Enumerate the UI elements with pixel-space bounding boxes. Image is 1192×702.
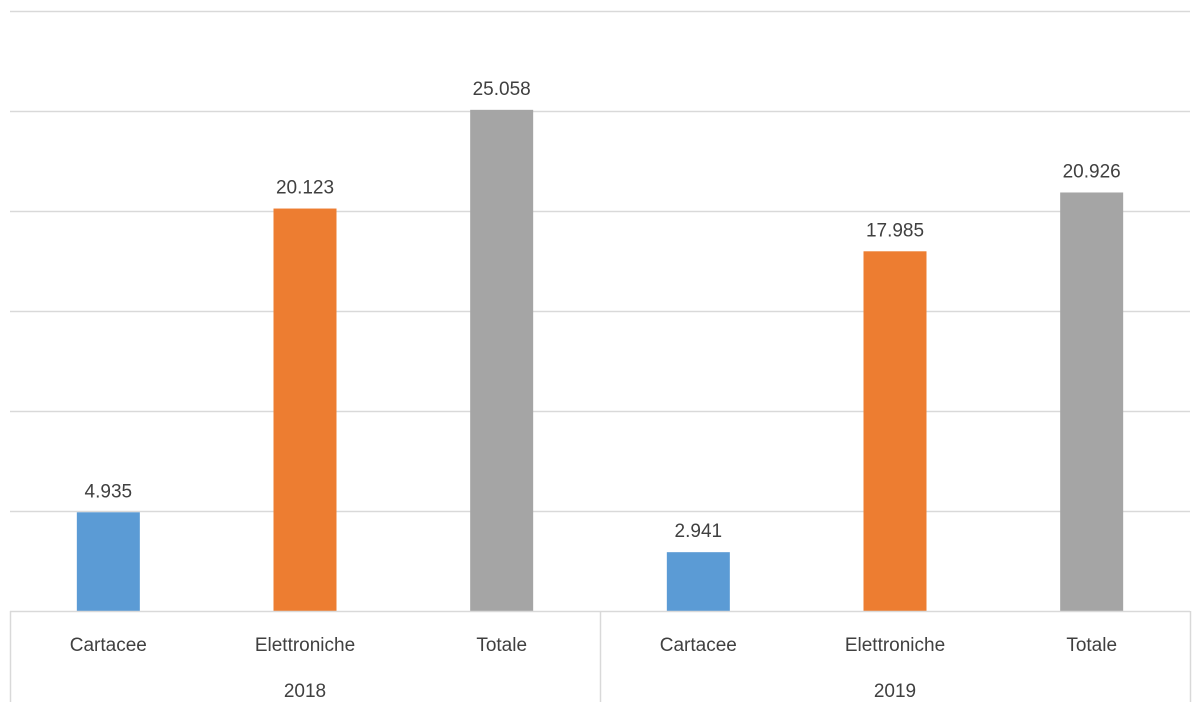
category-tick-label: Elettroniche	[845, 635, 945, 656]
bar-totale-2019	[1060, 192, 1124, 612]
data-label: 20.123	[276, 178, 334, 199]
bar-elettroniche-2019	[863, 251, 927, 612]
bars	[76, 109, 1124, 612]
bar-totale-2018	[470, 109, 534, 611]
category-tick-label: Elettroniche	[255, 635, 355, 656]
data-label: 4.935	[85, 481, 133, 502]
data-label: 2.941	[675, 521, 723, 542]
bar-cartacee-2018	[76, 512, 140, 611]
data-label: 17.985	[866, 220, 924, 241]
group-label-2018: 2018	[284, 681, 326, 702]
bar-elettroniche-2018	[273, 208, 337, 612]
gridlines	[10, 10, 1190, 513]
data-label: 20.926	[1063, 161, 1121, 182]
data-labels: 4.935 20.123 25.058 2.941 17.985 20.926	[85, 79, 1121, 542]
category-tick-label: Cartacee	[70, 635, 147, 656]
category-tick-label: Totale	[476, 635, 527, 656]
data-label: 25.058	[473, 79, 531, 100]
bar-cartacee-2019	[666, 552, 730, 611]
category-tick-label: Totale	[1066, 635, 1117, 656]
category-tick-label: Cartacee	[660, 635, 737, 656]
category-axis: Cartacee Elettroniche Totale 2018 Cartacee El…	[9, 610, 1192, 702]
group-label-2019: 2019	[874, 681, 916, 702]
